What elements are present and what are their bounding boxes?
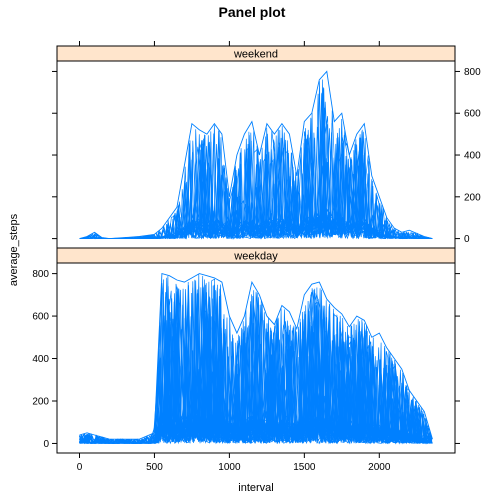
series-weekday <box>79 273 433 445</box>
x-tick-label: 0 <box>77 462 83 473</box>
series-line-weekday <box>79 300 431 445</box>
series-line-weekday <box>79 293 432 445</box>
y-tick-label: 600 <box>32 312 49 323</box>
y-tick-label: 400 <box>32 354 49 365</box>
bottom-axis-ticks <box>78 453 380 458</box>
y-tick-label: 800 <box>464 67 481 78</box>
top-axis-ticks <box>78 41 380 46</box>
y-axis-weekday: 0 200 400 600 800 <box>32 269 460 450</box>
y-tick-label: 600 <box>464 109 481 120</box>
x-tick-labels: 0 500 1000 1500 2000 <box>77 462 391 473</box>
series-line-weekend <box>79 112 432 240</box>
y-tick-label: 200 <box>464 192 481 203</box>
y-tick-label: 800 <box>32 269 49 280</box>
series-profile-weekend <box>79 70 433 240</box>
strip-label-weekday: weekday <box>233 251 278 263</box>
series-profile-weekday <box>79 273 433 440</box>
x-tick-label: 1500 <box>293 462 316 473</box>
panel-weekday: weekday 0 200 400 600 800 <box>32 247 460 454</box>
series-weekend <box>79 70 433 240</box>
x-tick-label: 500 <box>146 462 163 473</box>
series-line-weekend <box>79 88 433 240</box>
panel-weekend: weekend 0 200 400 600 800 <box>52 45 481 249</box>
y-axis-weekend: 0 200 400 600 800 <box>52 67 481 245</box>
y-tick-label: 200 <box>32 396 49 407</box>
panel-frame-weekday <box>56 262 456 454</box>
y-axis-title: average_steps <box>8 213 20 286</box>
y-tick-label: 0 <box>464 234 470 245</box>
x-tick-label: 1000 <box>218 462 241 473</box>
x-axis-title: interval <box>238 482 273 494</box>
y-tick-label: 400 <box>464 151 481 162</box>
strip-label-weekend: weekend <box>233 49 278 61</box>
chart-title: Panel plot <box>219 4 286 20</box>
y-tick-label: 0 <box>43 439 49 450</box>
x-tick-label: 2000 <box>368 462 391 473</box>
